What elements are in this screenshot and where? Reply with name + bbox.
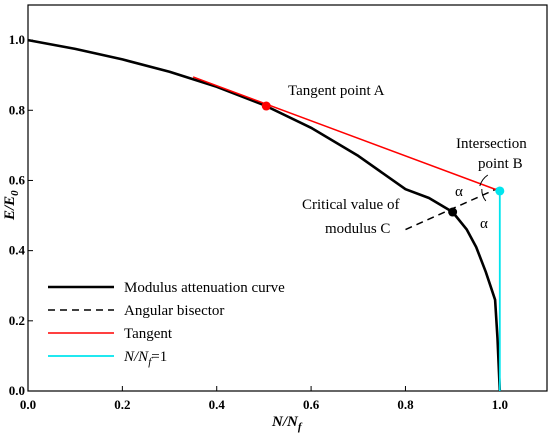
plot-frame: [27, 4, 548, 392]
x-tick-label: 0.8: [397, 397, 414, 412]
legend-label-vertical-suffix: =1: [151, 349, 167, 365]
annotation-alpha-upper: α: [455, 184, 463, 200]
series-tangent: [192, 76, 501, 192]
series-layer: [27, 38, 502, 392]
x-tick-label: 0.6: [303, 397, 320, 412]
x-axis-title-main: N/N: [271, 414, 299, 430]
y-tick-label: 0.0: [9, 383, 25, 398]
x-axis-title-sub: f: [298, 421, 303, 433]
points-layer: [261, 101, 505, 217]
y-axis-title: E/E0: [2, 190, 21, 221]
y-axis-title-main: E/E: [2, 196, 18, 221]
legend-label-vertical-sub: f: [148, 356, 153, 368]
x-tick-label: 0.4: [209, 397, 226, 412]
y-tick-label: 0.2: [9, 313, 25, 328]
point-critical-value-c: [448, 207, 458, 217]
annotation-tangent-point: Tangent point A: [288, 83, 385, 99]
legend-label-vertical-main: N/N: [123, 349, 149, 365]
y-axis-title-sub: 0: [9, 190, 21, 196]
x-tick-label: 0.0: [20, 397, 36, 412]
legend-label-bisector: Angular bisector: [124, 303, 224, 319]
annotation-intersection-line2: point B: [478, 156, 523, 172]
x-tick-label: 1.0: [492, 397, 508, 412]
annotation-critical-line1: Critical value of: [302, 197, 399, 213]
angle-arc-upper: [479, 174, 489, 187]
annotation-critical-line2: modulus C: [325, 221, 390, 237]
legend-label-tangent: Tangent: [124, 326, 173, 342]
ticks: 0.0 0.2 0.4 0.6 0.8 1.0 0.0 0.2 0.4 0.6 0.8 1.0: [9, 32, 508, 412]
point-tangent-point-a: [261, 101, 271, 111]
annotation-alpha-lower: α: [480, 216, 488, 232]
y-tick-label: 0.6: [9, 172, 26, 187]
annotation-intersection-line1: Intersection: [456, 136, 527, 152]
y-tick-label: 1.0: [9, 32, 25, 47]
angle-marks: [479, 174, 489, 202]
legend-label-curve: Modulus attenuation curve: [124, 280, 285, 296]
y-tick-label: 0.4: [9, 243, 26, 258]
series-modulus-curve: [27, 38, 502, 392]
legend-label-vertical: N/Nf=1: [123, 349, 167, 368]
angle-arc-lower: [481, 188, 487, 202]
point-intersection-point-b: [495, 186, 505, 196]
y-tick-label: 0.8: [9, 102, 26, 117]
legend: Modulus attenuation curve Angular bisect…: [48, 280, 285, 368]
x-axis-title: N/Nf: [271, 414, 303, 433]
x-tick-label: 0.2: [114, 397, 130, 412]
